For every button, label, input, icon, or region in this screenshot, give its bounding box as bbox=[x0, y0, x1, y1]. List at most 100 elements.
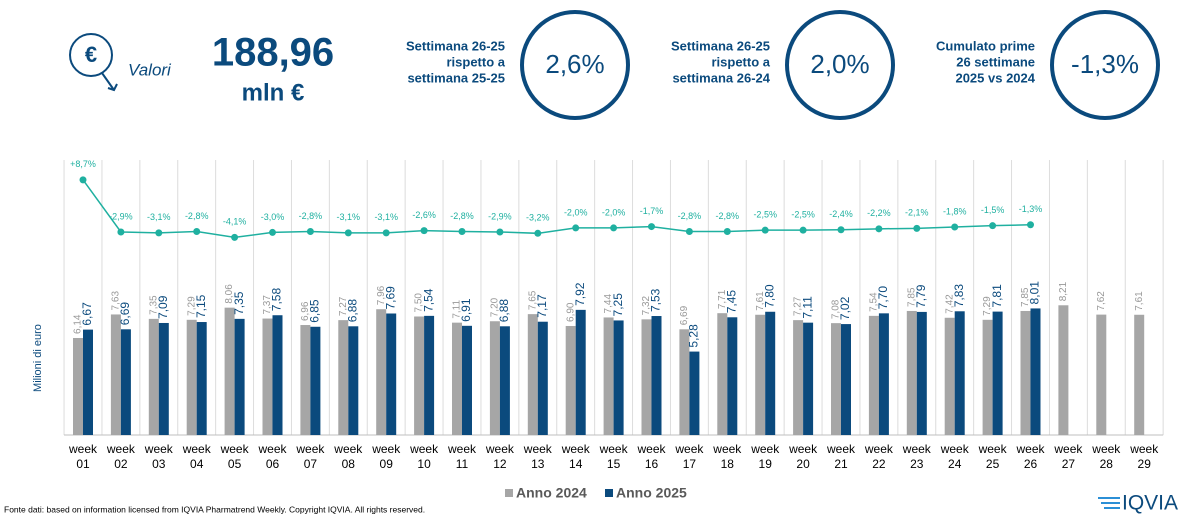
trend-point bbox=[723, 228, 731, 236]
x-tick-label: week 06 bbox=[257, 442, 287, 471]
x-tick-label: week 21 bbox=[826, 442, 856, 471]
bar-label: 7,09 bbox=[156, 295, 170, 319]
bar bbox=[679, 329, 690, 435]
kpi-label: Cumulato prime bbox=[936, 38, 1035, 53]
bar-label: 7,08 bbox=[831, 299, 842, 319]
x-tick-label: week 25 bbox=[978, 442, 1008, 471]
trend-label: +8,7% bbox=[70, 159, 96, 169]
trend-label: -2,4% bbox=[829, 209, 853, 219]
total-unit: mln € bbox=[242, 79, 305, 106]
trend-label: -4,1% bbox=[223, 217, 247, 227]
bar bbox=[717, 313, 728, 435]
bar bbox=[424, 315, 435, 435]
bar-label: 7,20 bbox=[490, 297, 501, 317]
trend-point bbox=[382, 229, 390, 237]
trend-label: -1,3% bbox=[1019, 204, 1043, 214]
bar bbox=[841, 324, 851, 435]
trend-point bbox=[685, 228, 693, 236]
bar bbox=[224, 307, 235, 435]
trend-point bbox=[837, 226, 845, 234]
kpi-value: 2,0% bbox=[810, 49, 869, 79]
trend-point bbox=[951, 223, 959, 231]
trend-label: -3,1% bbox=[374, 212, 398, 222]
trend-point bbox=[572, 224, 580, 232]
trend-label: -2,8% bbox=[299, 211, 323, 221]
trend-point bbox=[496, 228, 504, 236]
bar bbox=[1134, 314, 1145, 435]
trend-label: -2,2% bbox=[867, 208, 891, 218]
bar bbox=[73, 337, 83, 435]
bar bbox=[603, 317, 614, 435]
trend-point bbox=[344, 229, 352, 237]
legend-label: Anno 2024 bbox=[516, 485, 587, 501]
bar bbox=[765, 311, 776, 435]
bar-label: 7,81 bbox=[990, 284, 1004, 308]
bar bbox=[575, 309, 586, 435]
bar-label: 6,88 bbox=[345, 299, 359, 323]
trend-label: -2,9% bbox=[488, 211, 512, 221]
x-tick-label: week 24 bbox=[940, 442, 970, 471]
bar-label: 7,63 bbox=[111, 291, 122, 311]
bar-label: 6,88 bbox=[497, 299, 511, 323]
kpi-value: 2,6% bbox=[545, 49, 604, 79]
x-tick-label: week 22 bbox=[864, 442, 894, 471]
kpi-circle bbox=[520, 10, 630, 120]
bar-label: 7,53 bbox=[649, 288, 663, 312]
bar-label: 7,80 bbox=[762, 284, 776, 308]
kpi-label: Settimana 26-25 bbox=[671, 38, 770, 53]
bar-label: 7,27 bbox=[793, 296, 804, 316]
bar bbox=[452, 322, 462, 435]
logo-stripe bbox=[1098, 497, 1120, 499]
kpi-label: rispetto a bbox=[446, 54, 505, 69]
trend-label: -2,8% bbox=[450, 211, 474, 221]
trend-label: -2,8% bbox=[185, 211, 209, 221]
euro-symbol: € bbox=[85, 42, 97, 67]
bar bbox=[110, 314, 121, 435]
bar bbox=[1030, 308, 1041, 435]
bar bbox=[234, 318, 245, 435]
bar-label: 6,67 bbox=[80, 302, 94, 326]
kpi-circle bbox=[785, 10, 895, 120]
x-tick-label: week 28 bbox=[1091, 442, 1121, 471]
x-tick-label: week 14 bbox=[561, 442, 591, 471]
bar bbox=[272, 315, 283, 435]
x-tick-label: week 23 bbox=[902, 442, 932, 471]
bar-label: 7,45 bbox=[724, 290, 738, 314]
bar bbox=[878, 313, 889, 435]
bar bbox=[992, 311, 1003, 435]
bar-label: 6,69 bbox=[679, 305, 690, 325]
bar bbox=[1058, 305, 1069, 435]
trend-point bbox=[648, 223, 655, 231]
bar bbox=[499, 326, 510, 435]
x-tick-label: week 05 bbox=[220, 442, 250, 471]
legend-label: Anno 2025 bbox=[616, 485, 687, 501]
trend-point bbox=[231, 233, 239, 241]
bar bbox=[338, 320, 349, 435]
bar bbox=[414, 316, 425, 435]
bar-label: 7,62 bbox=[1096, 291, 1107, 311]
bar-label: 7,44 bbox=[603, 294, 614, 314]
x-tick-label: week 07 bbox=[295, 442, 325, 471]
bar-label: 7,92 bbox=[573, 282, 587, 306]
bar-label: 7,11 bbox=[800, 296, 814, 319]
bar bbox=[376, 309, 387, 435]
bar bbox=[982, 319, 993, 435]
trend-point bbox=[193, 228, 201, 236]
bar bbox=[916, 311, 927, 435]
trend-point bbox=[1027, 221, 1034, 229]
trend-label: -3,2% bbox=[526, 213, 550, 223]
bar bbox=[348, 326, 359, 435]
bar bbox=[158, 322, 169, 435]
x-tick-label: week 10 bbox=[409, 442, 439, 471]
bar bbox=[186, 319, 197, 435]
down-arrow bbox=[101, 72, 118, 92]
bar bbox=[83, 329, 93, 435]
trend-point bbox=[913, 224, 921, 232]
bar bbox=[689, 351, 700, 435]
bar-label: 6,90 bbox=[565, 302, 576, 322]
bar bbox=[527, 314, 538, 435]
trend-label: -3,1% bbox=[337, 212, 361, 222]
kpi-label: rispetto a bbox=[711, 54, 770, 69]
x-tick-label: week 26 bbox=[1015, 442, 1045, 471]
bar bbox=[489, 321, 500, 435]
